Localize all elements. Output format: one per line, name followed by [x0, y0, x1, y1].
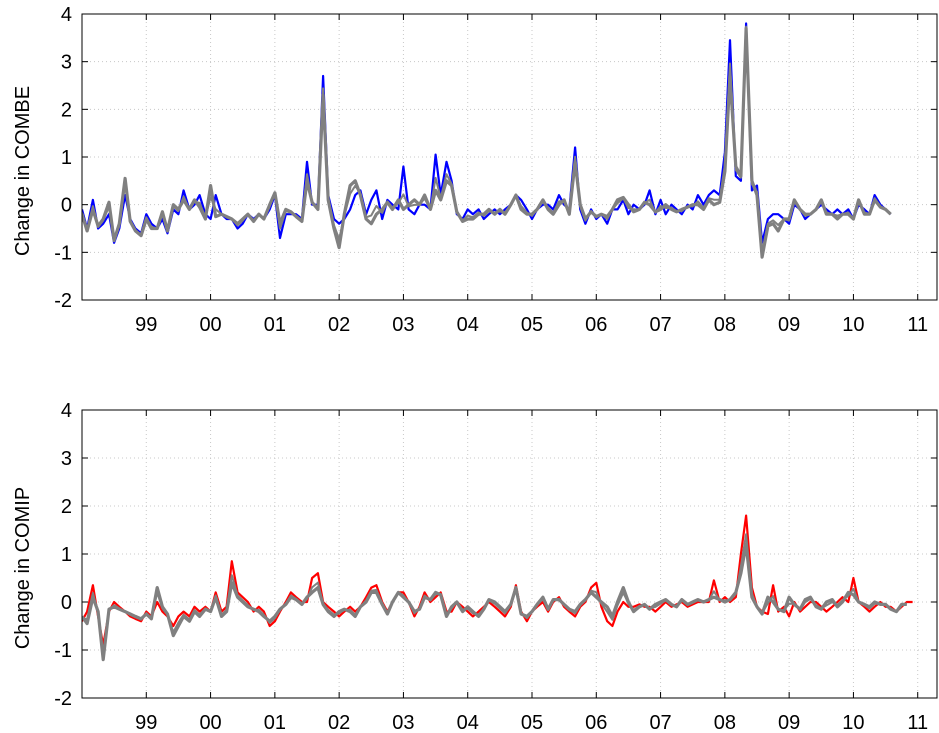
x-tick-label: 10 — [842, 712, 864, 733]
x-tick-label: 03 — [392, 314, 414, 336]
series-line-band-upper — [82, 533, 908, 656]
x-tick-label: 99 — [135, 712, 157, 733]
x-tick-label: 11 — [907, 314, 928, 336]
x-tick-label: 99 — [135, 314, 157, 336]
x-tick-label: 09 — [778, 314, 800, 336]
x-tick-label: 08 — [714, 712, 736, 733]
x-tick-label: 07 — [649, 314, 671, 336]
y-tick-label: -2 — [54, 290, 72, 312]
y-tick-label: -1 — [54, 242, 72, 264]
y-tick-label: 3 — [61, 448, 72, 470]
y-tick-label: 0 — [61, 195, 72, 217]
x-tick-label: 09 — [778, 712, 800, 733]
y-tick-label: -2 — [54, 688, 72, 710]
x-tick-label: 04 — [457, 712, 479, 733]
series-line-primary — [82, 514, 913, 647]
y-tick-label: 3 — [61, 52, 72, 74]
x-tick-label: 07 — [649, 712, 671, 733]
y-tick-label: 1 — [61, 544, 72, 566]
plot-area — [82, 514, 913, 662]
x-tick-label: 05 — [521, 314, 543, 336]
y-axis-label: Change in COMBE — [12, 86, 34, 256]
x-tick-label: 00 — [199, 314, 221, 336]
y-tick-label: 1 — [61, 147, 72, 169]
series-line-primary — [82, 22, 892, 244]
x-tick-label: 00 — [199, 712, 221, 733]
series-line-band-upper — [82, 25, 892, 254]
x-tick-label: 10 — [842, 314, 864, 336]
x-tick-label: 06 — [585, 712, 607, 733]
x-tick-label: 08 — [714, 314, 736, 336]
y-tick-label: 0 — [61, 592, 72, 614]
y-tick-label: 2 — [61, 496, 72, 518]
x-tick-label: 02 — [328, 314, 350, 336]
x-tick-label: 04 — [457, 314, 479, 336]
x-tick-label: 06 — [585, 314, 607, 336]
y-tick-label: 4 — [61, 4, 72, 26]
x-tick-label: 03 — [392, 712, 414, 733]
x-tick-label: 01 — [264, 712, 286, 733]
y-tick-label: 4 — [61, 400, 72, 422]
y-tick-label: -1 — [54, 640, 72, 662]
y-tick-label: 2 — [61, 99, 72, 121]
y-axis-label: Change in COMIP — [12, 487, 34, 649]
x-tick-label: 11 — [907, 712, 928, 733]
x-tick-label: 05 — [521, 712, 543, 733]
plot-area — [82, 22, 892, 259]
x-tick-label: 02 — [328, 712, 350, 733]
x-tick-label: 01 — [264, 314, 286, 336]
series-line-band — [82, 542, 907, 662]
